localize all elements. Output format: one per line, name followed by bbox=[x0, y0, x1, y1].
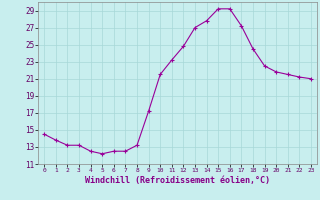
X-axis label: Windchill (Refroidissement éolien,°C): Windchill (Refroidissement éolien,°C) bbox=[85, 176, 270, 185]
